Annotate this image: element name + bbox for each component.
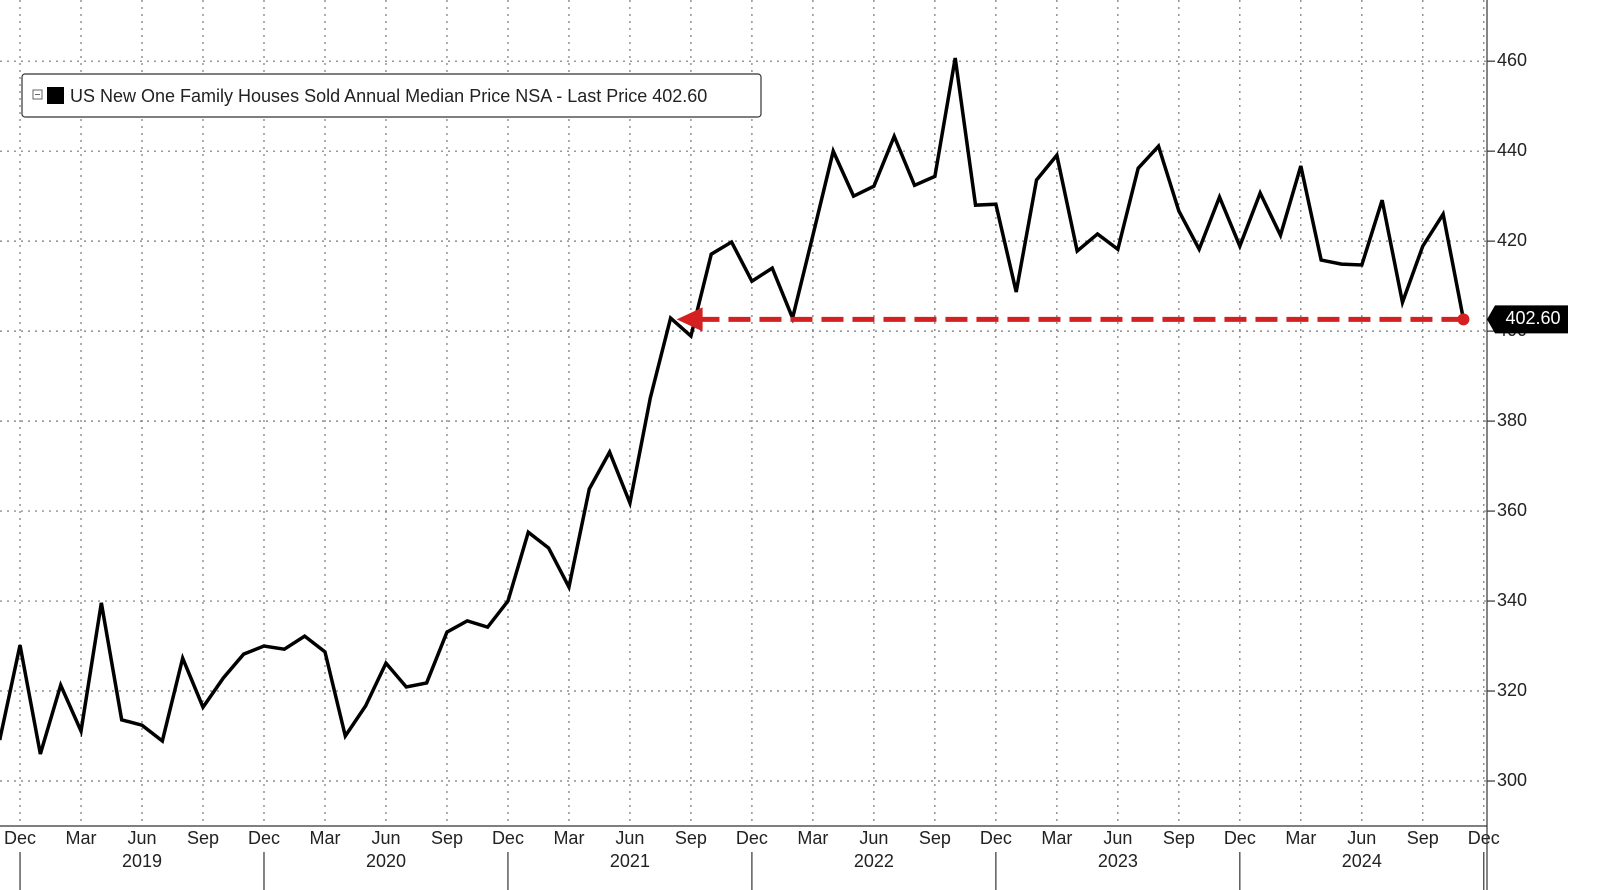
year-label: 2019 <box>122 851 162 871</box>
x-tick-label: Jun <box>615 828 644 848</box>
year-label: 2022 <box>854 851 894 871</box>
y-tick-label: 340 <box>1497 590 1527 610</box>
year-label: 2024 <box>1342 851 1382 871</box>
x-tick-label: Jun <box>1103 828 1132 848</box>
y-tick-label: 420 <box>1497 230 1527 250</box>
legend-label: US New One Family Houses Sold Annual Med… <box>70 86 707 106</box>
last-point <box>1457 313 1470 326</box>
y-tick-label: 360 <box>1497 500 1527 520</box>
x-tick-label: Dec <box>736 828 768 848</box>
x-tick-label: Jun <box>371 828 400 848</box>
year-label: 2021 <box>610 851 650 871</box>
x-tick-label: Dec <box>248 828 280 848</box>
x-tick-label: Mar <box>797 828 828 848</box>
year-label: 2020 <box>366 851 406 871</box>
x-tick-label: Dec <box>1468 828 1500 848</box>
legend-swatch <box>47 87 64 104</box>
x-tick-label: Sep <box>431 828 463 848</box>
y-tick-label: 460 <box>1497 50 1527 70</box>
x-tick-label: Sep <box>919 828 951 848</box>
year-label: 2023 <box>1098 851 1138 871</box>
x-tick-label: Sep <box>1163 828 1195 848</box>
x-tick-label: Sep <box>675 828 707 848</box>
legend-box <box>21 73 762 118</box>
x-tick-label: Jun <box>859 828 888 848</box>
annotation-arrowhead <box>676 307 703 332</box>
x-tick-label: Mar <box>1041 828 1072 848</box>
series-line <box>0 57 1466 755</box>
x-tick-label: Sep <box>187 828 219 848</box>
x-tick-label: Dec <box>1224 828 1256 848</box>
x-tick-label: Dec <box>4 828 36 848</box>
x-tick-label: Mar <box>553 828 584 848</box>
x-tick-label: Mar <box>309 828 340 848</box>
x-tick-label: Mar <box>1285 828 1316 848</box>
x-tick-label: Sep <box>1407 828 1439 848</box>
last-price-label: 402.60 <box>1505 308 1560 328</box>
legend: US New One Family Houses Sold Annual Med… <box>21 73 762 118</box>
x-tick-label: Mar <box>66 828 97 848</box>
y-tick-label: 380 <box>1497 410 1527 430</box>
x-tick-label: Jun <box>127 828 156 848</box>
x-tick-label: Jun <box>1347 828 1376 848</box>
y-tick-label: 440 <box>1497 140 1527 160</box>
y-tick-label: 300 <box>1497 770 1527 790</box>
last-price-tag <box>1487 305 1568 334</box>
x-tick-label: Dec <box>980 828 1012 848</box>
y-tick-label: 320 <box>1497 680 1527 700</box>
x-tick-label: Dec <box>492 828 524 848</box>
